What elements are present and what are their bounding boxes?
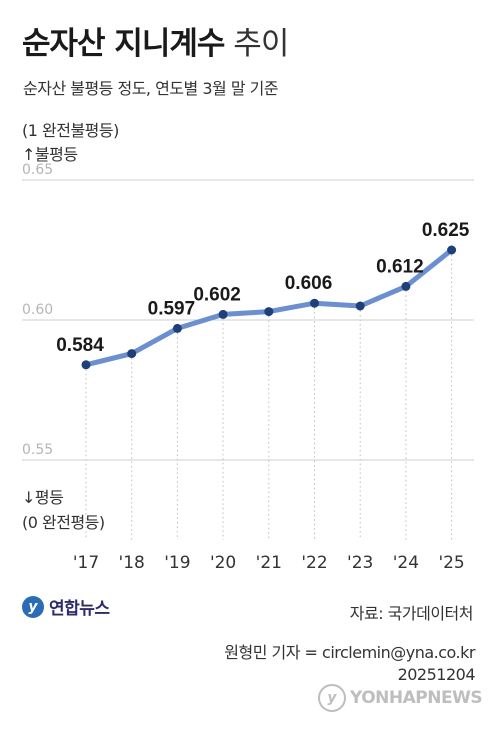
y-tick-label: 0.60 (22, 302, 53, 318)
data-point (127, 349, 137, 359)
data-label: 0.597 (148, 298, 196, 319)
data-point (355, 301, 365, 311)
axis-note-bottom-2: (0 완전평등) (22, 513, 105, 532)
logo-text: 연합뉴스 (49, 599, 110, 619)
chart-title: 순자산 지니계수 추이 (22, 18, 289, 63)
title-light: 추이 (233, 26, 289, 62)
data-point (172, 323, 182, 333)
reporter-text: 원형민 기자 = circlemin@yna.co.kr (224, 643, 475, 662)
watermark: y YONHAPNEWS (318, 684, 483, 712)
watermark-icon: y (318, 684, 346, 712)
chart-subtitle: 순자산 불평등 정도, 연도별 3월 말 기준 (23, 79, 279, 98)
credit: 원형민 기자 = circlemin@yna.co.kr 20251204 (224, 642, 475, 686)
x-tick-label: '19 (164, 553, 190, 573)
x-tick-label: '20 (210, 553, 236, 573)
data-point (218, 309, 228, 319)
data-label: 0.606 (285, 273, 333, 294)
title-bold: 순자산 지니계수 (22, 26, 225, 62)
data-label: 0.612 (376, 256, 424, 277)
data-point (81, 360, 91, 370)
x-tick-label: '23 (347, 553, 373, 573)
data-point (264, 307, 274, 317)
axis-note-top-1: (1 완전불평등) (22, 121, 119, 140)
data-point (310, 298, 319, 308)
axis-note-top-2: ↑불평등 (22, 145, 78, 164)
x-tick-label: '18 (119, 553, 145, 573)
data-label: 0.625 (422, 220, 470, 241)
data-point (401, 281, 411, 291)
x-tick-label: '25 (438, 553, 464, 573)
logo-icon: y (22, 595, 44, 618)
x-tick-label: '22 (301, 553, 327, 573)
yonhap-logo: y 연합뉴스 (22, 594, 110, 619)
data-point (447, 245, 457, 255)
source-text: 자료: 국가데이터처 (349, 604, 474, 623)
data-label: 0.602 (193, 284, 241, 305)
x-tick-label: '24 (393, 553, 419, 573)
watermark-text: YONHAPNEWS (350, 688, 483, 708)
data-label: 0.584 (56, 335, 104, 356)
y-tick-label: 0.55 (22, 442, 53, 458)
y-tick-label: 0.65 (22, 162, 53, 178)
date-text: 20251204 (397, 665, 476, 684)
axis-note-bottom-1: ↓평등 (22, 488, 64, 507)
x-tick-label: '17 (73, 553, 99, 573)
x-tick-label: '21 (256, 553, 282, 573)
